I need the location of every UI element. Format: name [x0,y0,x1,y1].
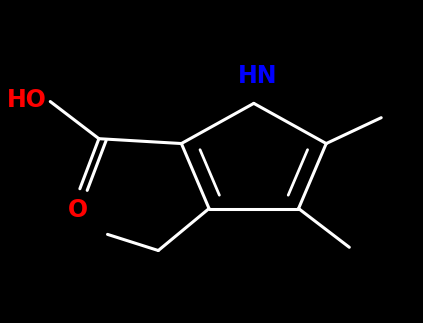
Text: HN: HN [238,64,278,88]
Text: HO: HO [7,88,47,112]
Text: O: O [68,198,88,222]
